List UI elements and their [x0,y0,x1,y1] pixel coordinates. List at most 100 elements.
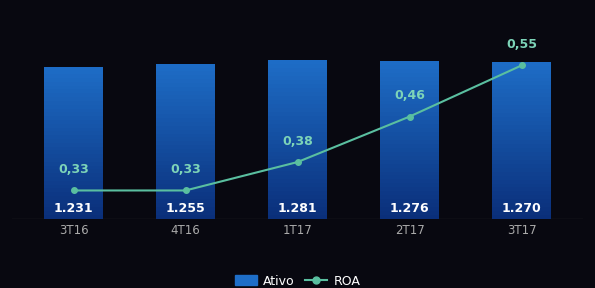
Bar [156,68,215,71]
Text: 1.281: 1.281 [278,202,317,215]
Text: 0,33: 0,33 [58,163,89,176]
Bar [380,108,439,112]
Bar [380,105,439,108]
Bar [493,203,550,207]
Text: 0,46: 0,46 [394,89,425,103]
Bar [268,128,327,132]
Bar [156,103,215,106]
Bar [156,153,215,157]
Bar [380,112,439,116]
Bar [380,156,439,160]
Bar [493,132,550,137]
Legend: Ativo, ROA: Ativo, ROA [230,270,365,288]
Bar [493,137,550,140]
Bar [45,166,102,169]
Bar [493,168,550,172]
Text: 1.231: 1.231 [54,202,93,215]
Bar [45,200,102,204]
Bar [45,204,102,207]
Bar [45,147,102,150]
Bar [380,215,439,219]
Bar [380,101,439,105]
Bar [268,65,327,68]
Bar [268,183,327,187]
Bar [268,132,327,136]
Bar [268,195,327,199]
Bar [493,74,550,77]
Bar [156,118,215,122]
Bar [380,152,439,156]
Bar [45,139,102,143]
Bar [45,207,102,211]
Bar [45,109,102,112]
Bar [268,160,327,163]
Bar [45,143,102,147]
Bar [380,81,439,85]
Bar [45,158,102,162]
Bar [268,104,327,108]
Bar [156,95,215,98]
Bar [45,162,102,166]
Bar [268,144,327,147]
Bar [493,125,550,128]
Bar [156,168,215,172]
Bar [380,172,439,175]
Bar [45,173,102,177]
Bar [380,116,439,120]
Bar [268,108,327,112]
Bar [380,191,439,195]
Bar [156,79,215,83]
Bar [156,161,215,164]
Bar [156,215,215,219]
Text: 0,33: 0,33 [170,163,201,176]
Bar [268,187,327,191]
Bar [493,140,550,144]
Bar [380,69,439,73]
Bar [380,144,439,148]
Bar [45,82,102,86]
Bar [268,92,327,96]
Bar [493,183,550,187]
Bar [45,124,102,128]
Bar [380,85,439,89]
Bar [268,191,327,195]
Bar [380,136,439,140]
Bar [268,100,327,104]
Text: 0,55: 0,55 [506,38,537,51]
Bar [156,196,215,200]
Bar [380,77,439,81]
Bar [45,181,102,185]
Bar [380,124,439,128]
Bar [268,167,327,171]
Bar [45,112,102,116]
Bar [493,70,550,74]
Bar [380,207,439,211]
Bar [493,192,550,195]
Bar [156,211,215,215]
Bar [493,164,550,168]
Bar [45,97,102,101]
Bar [380,179,439,183]
Bar [493,89,550,93]
Bar [380,61,439,65]
Bar [156,130,215,134]
Bar [493,128,550,132]
Bar [380,148,439,152]
Bar [380,132,439,136]
Bar [45,67,102,71]
Bar [45,169,102,173]
Bar [268,84,327,88]
Bar [156,188,215,192]
Bar [156,172,215,176]
Bar [493,152,550,156]
Bar [45,101,102,105]
Bar [268,60,327,65]
Bar [45,188,102,192]
Bar [493,148,550,152]
Bar [493,109,550,113]
Bar [156,126,215,130]
Text: 1.270: 1.270 [502,202,541,215]
Bar [45,185,102,188]
Bar [45,150,102,154]
Bar [493,160,550,164]
